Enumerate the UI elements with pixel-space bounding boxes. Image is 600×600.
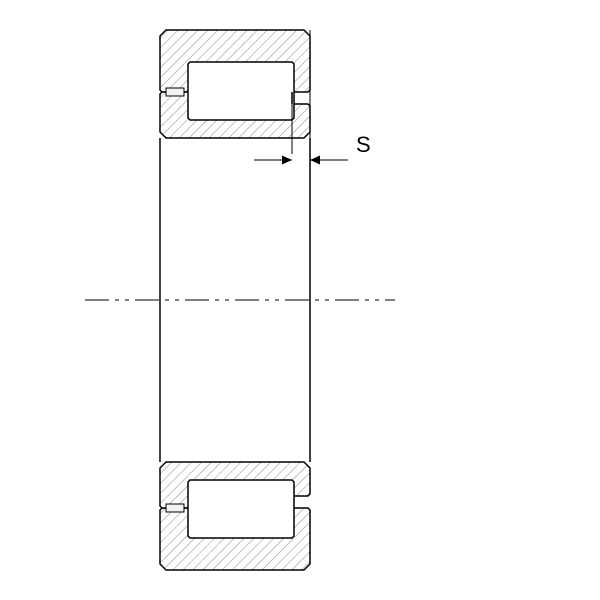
dimension-s-label: S	[356, 132, 371, 157]
